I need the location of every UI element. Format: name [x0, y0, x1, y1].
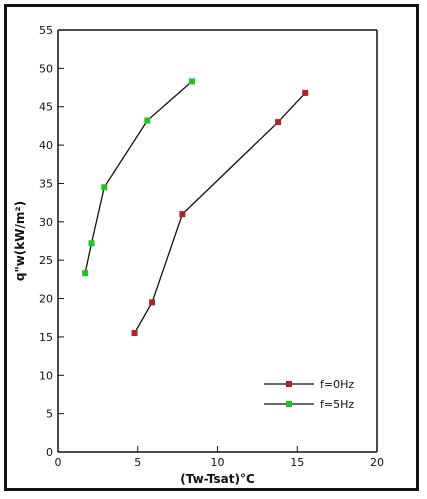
data-point	[275, 119, 282, 126]
x-tick-label: 0	[55, 456, 62, 469]
data-point	[144, 117, 151, 124]
legend-label: f=0Hz	[320, 378, 354, 391]
x-tick-label: 15	[290, 456, 304, 469]
ticks: 0 5 10 15 20 0 5 10 15 20 25 30 35 40 45 50 55	[39, 24, 384, 469]
data-point	[88, 240, 95, 247]
x-tick-label: 5	[134, 456, 141, 469]
data-point	[302, 89, 309, 96]
y-axis-title: q"w(kW/m²)	[13, 201, 27, 281]
legend-marker	[286, 381, 292, 387]
y-tick-label: 50	[39, 62, 53, 75]
y-tick-label: 45	[39, 101, 53, 114]
y-tick-label: 10	[39, 369, 53, 382]
x-axis-title: (Tw-Tsat)°C	[180, 472, 255, 486]
y-tick-label: 20	[39, 293, 53, 306]
series-line-1	[84, 80, 193, 274]
series-line-0	[133, 92, 306, 334]
y-tick-label: 35	[39, 177, 53, 190]
data-point	[179, 211, 186, 218]
data-point	[131, 330, 138, 337]
legend-marker	[286, 401, 292, 407]
y-tick-label: 40	[39, 139, 53, 152]
x-tick-label: 20	[370, 456, 384, 469]
data-point	[149, 299, 156, 306]
y-tick-label: 5	[46, 408, 53, 421]
legend-label: f=5Hz	[320, 398, 354, 411]
y-tick-label: 30	[39, 216, 53, 229]
y-tick-label: 0	[46, 446, 53, 459]
series-layer	[82, 78, 309, 337]
y-tick-label: 25	[39, 254, 53, 267]
data-point	[82, 270, 89, 277]
x-tick-label: 10	[211, 456, 225, 469]
chart-frame	[4, 4, 419, 491]
y-tick-label: 55	[39, 24, 53, 37]
data-point	[188, 78, 195, 85]
legend: f=0Hz f=5Hz	[264, 378, 354, 411]
data-point	[101, 184, 108, 191]
y-tick-label: 15	[39, 331, 53, 344]
